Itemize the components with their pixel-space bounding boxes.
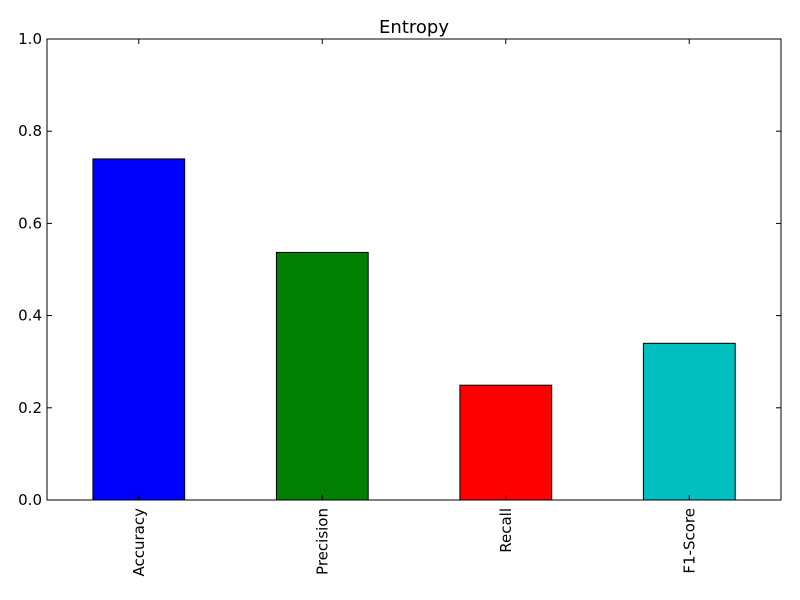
y-tick-label: 0.8 xyxy=(18,122,42,140)
y-tick-label: 1.0 xyxy=(18,30,42,48)
bar-accuracy xyxy=(92,158,186,501)
y-tick-label: 0.0 xyxy=(18,491,42,509)
bars-group xyxy=(92,158,736,501)
x-tick-label: F1-Score xyxy=(680,508,698,574)
y-tick-label: 0.2 xyxy=(18,399,42,417)
x-tick-label: Recall xyxy=(497,508,515,553)
y-tick-label: 0.4 xyxy=(18,307,42,325)
bar-f1-score xyxy=(642,342,736,501)
x-tick-label: Precision xyxy=(313,508,331,575)
x-tick-labels: Accuracy Precision Recall F1-Score xyxy=(130,508,699,577)
plot-frame xyxy=(46,38,782,501)
bar-precision xyxy=(275,251,369,501)
y-tick-labels: 0.0 0.2 0.4 0.6 0.8 1.0 xyxy=(18,30,42,509)
bar-recall xyxy=(459,384,553,501)
chart-title: Entropy xyxy=(379,17,449,38)
y-tick-label: 0.6 xyxy=(18,214,42,232)
x-tick-label: Accuracy xyxy=(130,508,148,577)
